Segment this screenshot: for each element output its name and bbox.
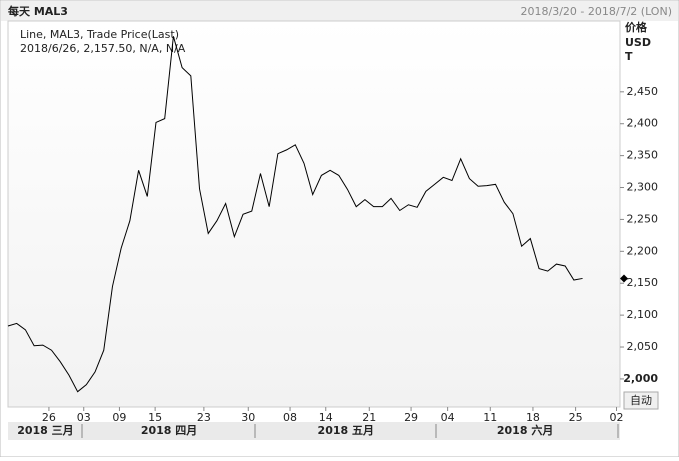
month-label: 2018 五月 xyxy=(318,424,374,437)
auto-button-label[interactable]: 自动 xyxy=(630,394,652,407)
x-tick-label: 23 xyxy=(197,411,211,424)
x-tick-label: 21 xyxy=(362,411,376,424)
x-tick-label: 14 xyxy=(319,411,333,424)
y-tick-label: 2,400 xyxy=(627,117,659,130)
x-tick-label: 03 xyxy=(77,411,91,424)
y-tick-label: 2,150 xyxy=(627,276,659,289)
auto-button[interactable] xyxy=(623,391,659,410)
plot-area xyxy=(7,20,621,408)
x-tick-label: 04 xyxy=(441,411,455,424)
legend-line: Line, MAL3, Trade Price(Last) xyxy=(20,28,179,41)
chart-title: 每天 MAL3 xyxy=(8,4,68,18)
header-bar xyxy=(1,1,678,21)
y-axis-label: USD xyxy=(625,36,651,49)
month-label: 2018 六月 xyxy=(497,423,553,437)
legend-line: 2018/6/26, 2,157.50, N/A, N/A xyxy=(20,42,186,55)
month-label: 2018 四月 xyxy=(141,424,197,437)
x-tick-label: 25 xyxy=(569,411,583,424)
x-tick-label: 02 xyxy=(610,411,624,424)
y-tick-label: 2,300 xyxy=(627,181,659,194)
y-tick-label: 2,100 xyxy=(627,308,659,321)
last-price-marker xyxy=(620,274,628,283)
y-tick-label: 2,000 xyxy=(623,372,658,385)
x-tick-label: 15 xyxy=(148,411,162,424)
x-tick-label: 26 xyxy=(42,411,56,424)
x-tick-label: 30 xyxy=(241,411,255,424)
y-tick-label: 2,050 xyxy=(627,340,659,353)
y-tick-label: 2,250 xyxy=(627,212,659,225)
y-tick-label: 2,200 xyxy=(627,244,659,257)
x-tick-label: 11 xyxy=(483,411,497,424)
y-axis-label: 价格 xyxy=(625,20,648,34)
x-tick-label: 29 xyxy=(404,411,418,424)
x-tick-label: 09 xyxy=(112,411,126,424)
y-tick-label: 2,450 xyxy=(627,85,659,98)
x-tick-label: 08 xyxy=(283,411,297,424)
date-range: 2018/3/20 - 2018/7/2 (LON) xyxy=(521,5,672,18)
y-tick-label: 2,350 xyxy=(627,149,659,162)
x-tick-label: 18 xyxy=(526,411,540,424)
price-line xyxy=(7,36,583,393)
y-axis-label: T xyxy=(625,50,633,63)
month-band xyxy=(8,422,620,440)
month-label: 2018 三月 xyxy=(17,424,73,437)
